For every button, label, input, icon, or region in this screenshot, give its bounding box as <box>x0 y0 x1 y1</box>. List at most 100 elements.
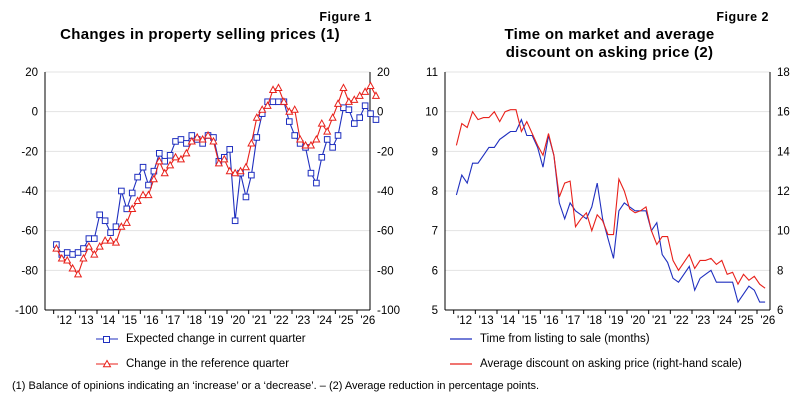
square-marker <box>177 136 185 143</box>
triangle-marker <box>225 166 234 175</box>
x-tick-label: '21 <box>252 315 267 327</box>
triangle-marker <box>198 134 207 143</box>
triangle-marker <box>312 134 321 143</box>
square-marker <box>155 150 163 157</box>
legend-label: Change in the reference quarter <box>126 358 290 370</box>
triangle-marker <box>274 83 283 91</box>
triangle-marker <box>57 253 66 262</box>
y-tick-label: 11 <box>426 67 438 79</box>
triangle-marker <box>323 126 332 135</box>
y-tick-label: 0 <box>32 107 38 119</box>
legend-item-reference: Change in the reference quarter <box>96 358 289 370</box>
square-marker <box>361 102 369 110</box>
y2-tick-label: 0 <box>377 107 383 119</box>
x-tick-label: '18 <box>587 315 602 327</box>
triangle-marker <box>366 81 375 89</box>
legend-item-discount: Average discount on asking price (right-… <box>450 358 742 370</box>
triangle-marker <box>182 148 191 157</box>
y-tick-label: 5 <box>432 305 438 317</box>
chart-title-line: discount on asking price (2) <box>505 44 714 61</box>
square-marker <box>285 118 293 125</box>
triangle-marker <box>138 190 148 199</box>
series-line <box>455 109 766 289</box>
y2-tick-label: 10 <box>777 226 790 238</box>
triangle-marker <box>79 253 88 262</box>
triangle-marker <box>160 168 169 177</box>
square-marker <box>128 189 136 197</box>
x-tick-label: '17 <box>565 315 580 327</box>
square-marker <box>161 157 169 165</box>
triangle-marker <box>279 97 289 105</box>
x-tick-label: '16 <box>144 315 159 327</box>
y-tick-label: 20 <box>25 67 38 79</box>
legend-swatch-blue-line <box>450 334 472 344</box>
x-tick-label: '24 <box>717 315 733 327</box>
y-tick-label: -20 <box>21 146 38 158</box>
y2-tick-label: -40 <box>377 186 394 198</box>
triangle-marker <box>339 83 348 91</box>
series-line <box>55 101 377 256</box>
x-tick-label: '26 <box>360 315 375 327</box>
square-marker <box>145 181 152 189</box>
chart-title: Changes in property selling prices (1) <box>0 26 400 44</box>
square-marker <box>112 223 120 230</box>
figure-2: Figure 2 Time on market and average disc… <box>400 0 809 376</box>
figure-label: Figure 2 <box>716 10 769 24</box>
legend-swatch-red-triangle <box>96 359 118 369</box>
triangle-marker <box>73 269 83 278</box>
footnote: (1) Balance of opinions indicating an ‘i… <box>12 380 540 392</box>
series-line <box>55 84 377 276</box>
triangle-marker <box>295 134 305 143</box>
triangle-marker <box>360 87 370 95</box>
triangle-marker <box>220 154 229 163</box>
x-tick-label: '25 <box>739 315 754 327</box>
figure-1: Figure 1 Changes in property selling pri… <box>0 0 400 376</box>
x-tick-label: '17 <box>165 315 180 327</box>
x-tick-label: '13 <box>79 315 94 327</box>
y2-tick-label: -80 <box>377 265 394 277</box>
y2-tick-label: -20 <box>377 146 394 158</box>
y-tick-label: 6 <box>432 265 438 277</box>
square-marker <box>356 114 364 121</box>
triangle-marker <box>187 136 196 145</box>
triangle-marker <box>333 99 343 107</box>
triangle-marker <box>301 140 310 149</box>
triangle-marker <box>176 154 186 163</box>
legend-swatch-red-line <box>450 359 472 369</box>
x-tick-label: '23 <box>295 315 310 327</box>
x-tick-label: '26 <box>760 315 775 327</box>
x-tick-label: '22 <box>274 315 289 327</box>
property-prices-chart: -100 -80 -60 -40 -20 0 20 -100 -80 -60 -40 -20 0 20 '1… <box>15 67 400 327</box>
y-tick-label: -60 <box>21 226 38 238</box>
y-tick-label: -100 <box>15 305 38 317</box>
x-tick-label: '15 <box>522 315 537 327</box>
x-tick-label: '19 <box>209 315 224 327</box>
x-tick-label: '20 <box>230 315 245 327</box>
square-marker <box>166 152 174 159</box>
square-marker <box>318 153 326 161</box>
y2-tick-label: -60 <box>377 226 394 238</box>
y2-tick-label: 20 <box>377 67 390 79</box>
square-marker <box>107 229 114 236</box>
square-marker <box>231 217 239 225</box>
figure-label: Figure 1 <box>319 10 372 24</box>
triangle-marker <box>306 140 316 149</box>
triangle-marker <box>290 105 299 113</box>
triangle-marker <box>241 162 251 171</box>
triangle-marker <box>317 119 326 127</box>
y2-tick-label: -100 <box>377 305 400 317</box>
square-marker <box>313 179 320 187</box>
y-tick-label: 7 <box>432 226 438 238</box>
square-marker <box>96 211 104 219</box>
square-marker <box>367 110 374 117</box>
triangle-marker <box>155 156 164 165</box>
legend-item-time: Time from listing to sale (months) <box>450 333 650 345</box>
square-marker <box>172 138 179 145</box>
triangle-marker <box>193 132 202 141</box>
triangle-marker <box>350 95 359 103</box>
triangle-marker <box>252 113 261 121</box>
square-marker <box>134 173 141 181</box>
triangle-marker <box>95 241 104 250</box>
legend-item-expected: Expected change in current quarter <box>96 333 306 345</box>
series-line <box>455 118 766 304</box>
